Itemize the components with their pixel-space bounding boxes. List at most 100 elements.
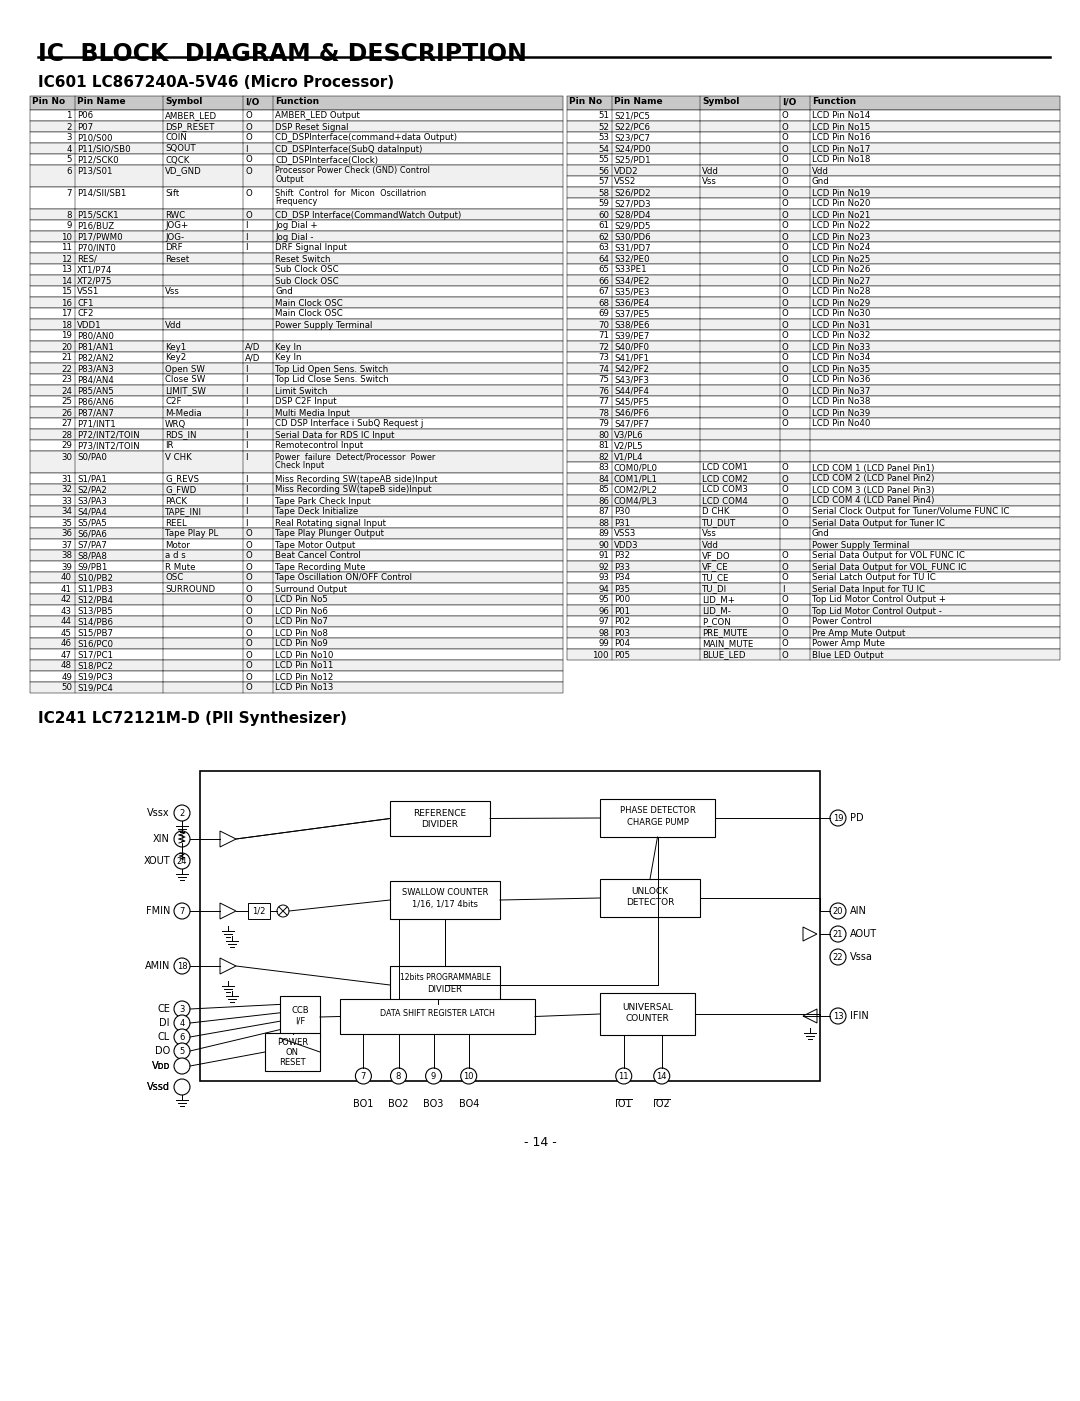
Text: DRF Signal Input: DRF Signal Input — [275, 244, 347, 252]
Text: Power  failure  Detect/Processor  Power: Power failure Detect/Processor Power — [275, 453, 435, 461]
Text: 2: 2 — [67, 122, 72, 132]
Text: LCD Pin No36: LCD Pin No36 — [812, 375, 870, 384]
Text: I/O: I/O — [782, 98, 796, 106]
Text: LCD Pin No35: LCD Pin No35 — [812, 364, 870, 374]
Text: LCD Pin No27: LCD Pin No27 — [812, 276, 870, 286]
Text: 24: 24 — [177, 857, 187, 866]
Text: SWALLOW COUNTER: SWALLOW COUNTER — [402, 888, 488, 897]
Text: S2/PA2: S2/PA2 — [77, 486, 107, 495]
Text: 35: 35 — [60, 518, 72, 528]
Text: O: O — [245, 167, 252, 175]
Text: PD: PD — [850, 813, 864, 822]
Text: 40: 40 — [60, 573, 72, 583]
Text: 10: 10 — [60, 233, 72, 241]
Bar — [30, 682, 563, 693]
Text: Tape Recording Mute: Tape Recording Mute — [275, 562, 365, 572]
Text: LCD Pin No9: LCD Pin No9 — [275, 639, 327, 649]
Circle shape — [174, 1058, 190, 1075]
Text: REFERENCE: REFERENCE — [414, 808, 467, 818]
Bar — [567, 209, 1059, 220]
Text: 61: 61 — [598, 221, 609, 231]
Text: O: O — [245, 530, 252, 538]
Text: 21: 21 — [833, 930, 843, 939]
Bar — [567, 572, 1059, 583]
Text: O: O — [245, 584, 252, 594]
Bar — [567, 408, 1059, 417]
Text: 18: 18 — [177, 962, 187, 971]
Text: CD_DSP Interface(CommandWatch Output): CD_DSP Interface(CommandWatch Output) — [275, 210, 461, 220]
Text: P31: P31 — [615, 518, 630, 528]
Bar — [30, 154, 563, 165]
Text: Tape Play Plunger Output: Tape Play Plunger Output — [275, 530, 384, 538]
Text: LCD COM2: LCD COM2 — [702, 475, 747, 483]
Text: IC  BLOCK  DIAGRAM & DESCRIPTION: IC BLOCK DIAGRAM & DESCRIPTION — [38, 42, 527, 66]
Bar — [30, 506, 563, 517]
Text: S16/PC0: S16/PC0 — [77, 639, 113, 649]
Text: LCD Pin No14: LCD Pin No14 — [812, 112, 870, 120]
Text: UNIVERSAL: UNIVERSAL — [622, 1003, 673, 1012]
Text: S8/PA8: S8/PA8 — [77, 552, 107, 560]
Text: S30/PD6: S30/PD6 — [615, 233, 650, 241]
Text: REEL: REEL — [165, 518, 187, 528]
Text: 74: 74 — [598, 364, 609, 374]
Text: Gnd: Gnd — [812, 178, 829, 186]
Text: O: O — [782, 178, 788, 186]
Text: 97: 97 — [598, 618, 609, 626]
Circle shape — [174, 1028, 190, 1045]
Bar — [567, 308, 1059, 319]
Text: O: O — [782, 486, 788, 495]
Circle shape — [174, 1014, 190, 1031]
Bar — [567, 462, 1059, 474]
Text: 1/2: 1/2 — [253, 906, 266, 915]
Text: Symbol: Symbol — [165, 98, 202, 106]
Text: VSS2: VSS2 — [615, 178, 636, 186]
Text: Key In: Key In — [275, 353, 301, 363]
Text: POWER: POWER — [276, 1038, 308, 1047]
Bar — [567, 242, 1059, 254]
Text: 4: 4 — [67, 144, 72, 154]
Text: O: O — [782, 639, 788, 649]
Text: 83: 83 — [598, 464, 609, 472]
Bar — [30, 319, 563, 331]
Text: Gnd: Gnd — [275, 287, 293, 297]
Text: O: O — [782, 398, 788, 406]
Bar — [265, 1033, 320, 1070]
Text: LCD Pin No26: LCD Pin No26 — [812, 266, 870, 275]
Text: XT1/P74: XT1/P74 — [77, 266, 112, 275]
Bar — [567, 120, 1059, 132]
Text: PRE_MUTE: PRE_MUTE — [702, 629, 747, 637]
Text: LCD Pin No7: LCD Pin No7 — [275, 618, 328, 626]
Text: S31/PD7: S31/PD7 — [615, 244, 650, 252]
Text: Sub Clock OSC: Sub Clock OSC — [275, 266, 339, 275]
Text: P16/BUZ: P16/BUZ — [77, 221, 114, 231]
Text: ON: ON — [286, 1048, 299, 1056]
Bar — [567, 583, 1059, 594]
Bar — [30, 572, 563, 583]
Text: S14/PB6: S14/PB6 — [77, 618, 113, 626]
Text: VF_CE: VF_CE — [702, 562, 729, 572]
Text: Top Lid Open Sens. Switch: Top Lid Open Sens. Switch — [275, 364, 388, 374]
Text: 47: 47 — [60, 650, 72, 660]
Text: LCD Pin No33: LCD Pin No33 — [812, 342, 870, 352]
Bar — [30, 528, 563, 539]
Text: IR: IR — [165, 441, 174, 451]
Text: 19: 19 — [833, 814, 843, 822]
Text: S10/PB2: S10/PB2 — [77, 573, 113, 583]
Text: O: O — [782, 496, 788, 506]
Text: 15: 15 — [60, 287, 72, 297]
Bar — [567, 374, 1059, 385]
Text: PHASE DETECTOR: PHASE DETECTOR — [620, 806, 696, 815]
Text: Check Input: Check Input — [275, 461, 324, 471]
Text: S47/PF7: S47/PF7 — [615, 419, 649, 429]
Text: 87: 87 — [598, 507, 609, 517]
Text: Jog Dial -: Jog Dial - — [275, 233, 313, 241]
Text: S1/PA1: S1/PA1 — [77, 475, 107, 483]
Text: O: O — [782, 364, 788, 374]
Text: P03: P03 — [615, 629, 630, 637]
Text: 100: 100 — [593, 650, 609, 660]
Text: P32: P32 — [615, 552, 630, 560]
Text: 62: 62 — [598, 233, 609, 241]
Text: Blue LED Output: Blue LED Output — [812, 650, 883, 660]
Text: O: O — [782, 419, 788, 429]
Text: I: I — [245, 398, 247, 406]
